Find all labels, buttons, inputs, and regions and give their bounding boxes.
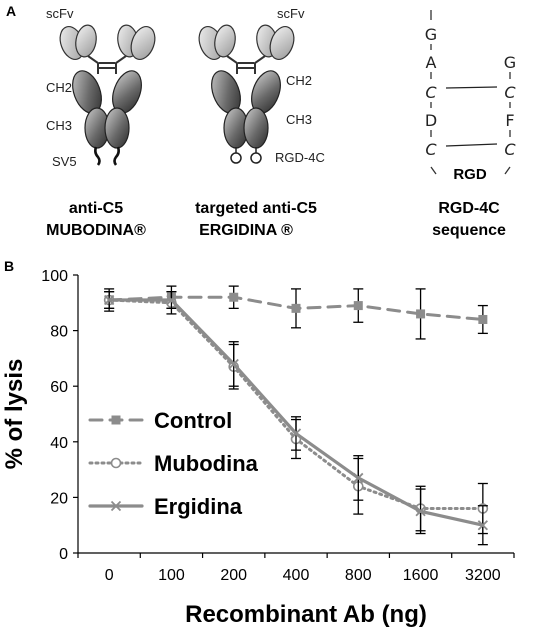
series-ergidina-point [415,506,426,517]
series-control-point [229,292,239,302]
series-ergidina-point-stroke [477,520,488,531]
sequence-caption-line2: sequence [432,222,506,239]
antibody-ergidina-drawing [198,24,295,164]
legend-mubodina-point [110,457,122,469]
series-control-point [291,303,301,313]
y-tick-label: 0 [59,546,68,563]
ch2-label-right: CH2 [286,73,312,88]
disulfide-bond-top [445,86,498,89]
series-control-point [353,301,363,311]
antibody-ergidina: scFv CH2 CH3 RGD-4C targeted anti-C5 ERG… [195,6,325,239]
legend-ergidina-label: Ergidina [154,494,243,519]
ch2-label-left: CH2 [46,80,72,95]
residue-c1-right: C [504,83,516,102]
residue-g-right: G [504,53,516,72]
legend-mubodina-label: Mubodina [154,451,259,476]
legend-control-label: Control [154,408,232,433]
legend-control: Control [88,408,232,433]
mubodina-caption-line1: anti-C5 [69,200,123,217]
series-ergidina-point-stroke [228,358,239,370]
sequence-right-column: G C F C [504,53,516,175]
residue-c2-right: C [504,140,516,159]
residue-f-right: F [505,111,514,130]
residue-d-left: D [425,111,437,130]
x-tick-label: 100 [158,567,185,584]
series-control-point [416,309,426,319]
x-tick-label: 3200 [465,567,501,584]
y-tick-label: 80 [50,324,68,341]
sequence-left-column: G A C D C [425,10,437,175]
x-tick-label: 800 [345,567,372,584]
antibody-mubodina-drawing [59,24,156,166]
chart-legend: Control Mubodina Ergidina [88,408,259,519]
series-ergidina-point-stroke [104,294,115,306]
legend-mubodina: Mubodina [88,451,259,476]
residue-a-left: A [426,53,437,72]
panel-b-label: B [4,258,14,274]
series-ergidina-point [477,520,488,531]
y-tick-label: 60 [50,379,68,396]
x-tick-label: 0 [105,567,114,584]
y-axis-title: % of lysis [1,359,28,470]
scfv-label-left: scFv [46,6,74,21]
series-ergidina-point [290,428,302,439]
x-tick-label: 400 [283,567,310,584]
x-tick-label: 1600 [403,567,439,584]
series-ergidina-point [166,294,177,306]
scfv-label-right: scFv [277,6,305,21]
series-ergidina-point [104,294,115,306]
series-ergidina [104,291,488,546]
residue-g-left: G [425,25,437,44]
sequence-caption-line1: RGD-4C [438,200,500,217]
y-tick-label: 20 [50,490,68,507]
legend-ergidina-point [110,500,122,512]
chart-axes: 0 20 40 60 80 100 0 100 200 400 800 1600 3200 [41,268,515,584]
panel-b-chart: B 0 20 40 60 80 100 0 100 200 400 800 1600 3200 Cont… [1,258,515,628]
sv5-label: SV5 [52,154,77,169]
rgd4c-label: RGD-4C [275,150,325,165]
series-ergidina-point-stroke [166,294,177,306]
ch3-label-right: CH3 [286,112,312,127]
y-tick-label: 100 [41,268,68,285]
ergidina-caption-line1: targeted anti-C5 [195,200,317,217]
rgd4c-sequence: G A C D C G C F C [425,10,516,239]
ergidina-caption-line2: ERGIDINA ® [199,222,293,239]
chart-series [103,285,489,546]
series-ergidina-point [228,358,239,370]
rgd-motif-label: RGD [453,166,487,183]
series-ergidina-point-stroke [353,472,364,484]
series-ergidina-point-stroke [415,506,426,517]
mubodina-caption-line2: MUBODINA® [46,222,146,239]
x-axis-title: Recombinant Ab (ng) [185,601,427,628]
legend-control-point [111,415,121,425]
residue-c2-left: C [425,140,437,159]
panel-a-label: A [6,3,16,19]
y-tick-label: 40 [50,435,68,452]
x-tick-label: 200 [220,567,247,584]
antibody-mubodina: scFv CH2 CH3 SV5 anti-C5 MUBODINA® [46,6,156,239]
legend-ergidina: Ergidina [88,494,243,519]
series-ergidina-point [353,472,364,484]
legend-ergidina-point-stroke [110,500,122,512]
series-ergidina-point-stroke [290,428,302,439]
ch3-label-left: CH3 [46,118,72,133]
panel-a: A [6,3,516,239]
series-control [104,285,488,340]
series-mubodina-line [107,298,485,510]
disulfide-bond-bottom [445,143,498,147]
series-control-point [478,314,488,324]
residue-c1-left: C [425,83,437,102]
